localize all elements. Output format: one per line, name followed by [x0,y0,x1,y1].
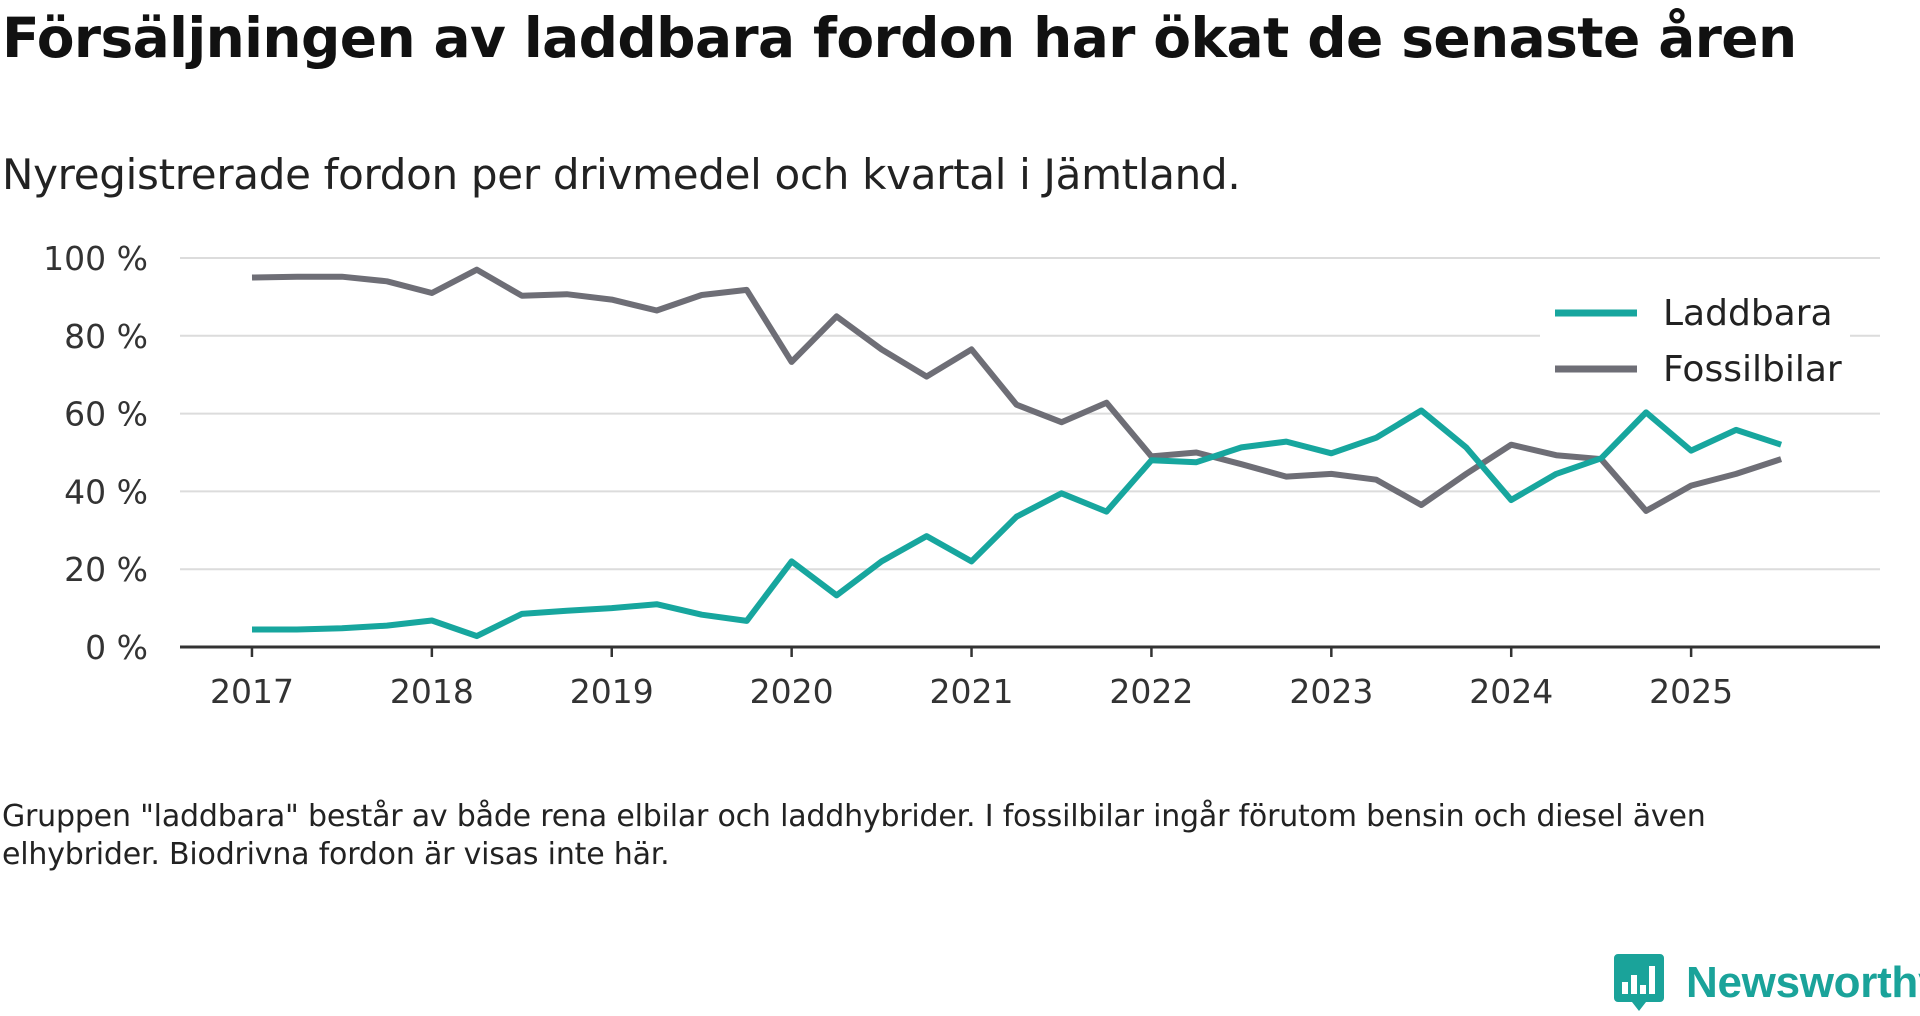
x-tick-label: 2025 [1649,672,1733,711]
x-tick-label: 2022 [1109,672,1193,711]
y-tick-label: 0 % [85,628,148,667]
series-line-laddbara [252,407,1783,640]
legend: Laddbara Fossilbilar [1540,288,1850,398]
x-tick-label: 2017 [210,672,294,711]
newsworthy-logo-icon [1614,954,1664,1011]
series-line-fossilbilar [251,266,1783,514]
legend-label-fossilbilar: Fossilbilar [1663,349,1842,390]
series-lines [251,266,1783,640]
y-tick-label: 40 % [64,472,148,511]
chart-subtitle: Nyregistrerade fordon per drivmedel och … [2,150,1241,199]
line-chart: 0 % 20 % 40 % 60 % 80 % 100 % 2017 2018 2019 2020… [43,239,1880,711]
y-tick-label: 60 % [64,395,148,434]
y-tick-label: 80 % [64,317,148,356]
x-tick-label: 2024 [1469,672,1553,711]
brand-name: Newsworthy [1686,958,1920,1007]
x-tick-label: 2019 [570,672,654,711]
chart-footnote: Gruppen "laddbara" består av både rena e… [2,799,1706,872]
x-tick-label: 2018 [390,672,474,711]
chart-title: Försäljningen av laddbara fordon har öka… [2,6,1797,70]
x-tick-label: 2020 [750,672,834,711]
y-tick-label: 20 % [64,550,148,589]
newsworthy-brand: Newsworthy [1612,950,1920,1016]
axes: 0 % 20 % 40 % 60 % 80 % 100 % 2017 2018 2019 2020… [43,239,1880,711]
legend-background [1540,288,1850,398]
x-tick-label: 2021 [930,672,1014,711]
y-tick-label: 100 % [43,239,148,278]
legend-label-laddbara: Laddbara [1663,293,1833,334]
x-tick-label: 2023 [1289,672,1373,711]
